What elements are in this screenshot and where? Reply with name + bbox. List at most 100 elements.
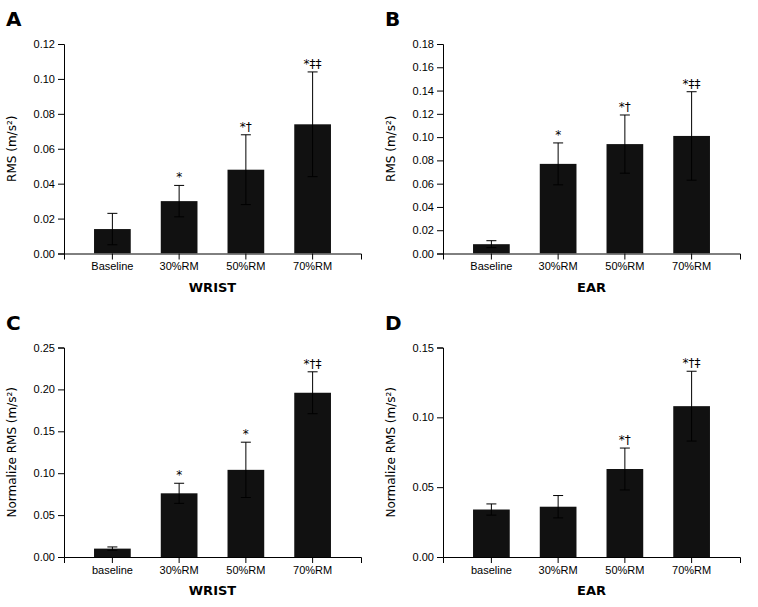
- y-tick: 0.10: [413, 131, 443, 143]
- annotation: *†‡: [683, 356, 701, 370]
- annotation: *: [243, 427, 249, 441]
- tick-mark: [437, 487, 443, 488]
- tick-mark: [245, 557, 246, 563]
- x-axis: baseline30%RM50%RM70%RM: [444, 557, 741, 576]
- error-bar: [241, 442, 251, 497]
- tick-label: 0.10: [413, 131, 434, 143]
- y-tick: 0.18: [413, 38, 443, 50]
- error-bar: [308, 372, 318, 414]
- error-bar: [553, 496, 563, 518]
- error-bar: [107, 547, 117, 550]
- tick-mark: [312, 557, 313, 563]
- y-axis-title: RMS (m/s²): [5, 116, 19, 182]
- tick-mark: [437, 91, 443, 92]
- tick-mark: [437, 348, 443, 349]
- y-tick: 0.12: [413, 108, 443, 120]
- axis-line: [58, 348, 65, 558]
- tick-mark: [179, 557, 180, 563]
- tick-label: 0.16: [413, 61, 434, 73]
- panel: ***†‡baseline30%RM50%RM70%RM0.000.050.10…: [5, 311, 362, 599]
- tick-label: 0.05: [413, 481, 434, 493]
- x-axis-title: EAR: [577, 583, 606, 598]
- tick-mark: [437, 254, 443, 255]
- tick-mark: [58, 431, 64, 432]
- tick-mark: [58, 254, 64, 255]
- tick-mark: [312, 254, 313, 260]
- tick-label: 70%RM: [672, 260, 711, 272]
- plot-area: [94, 72, 331, 254]
- error-bar: [308, 72, 318, 177]
- y-tick: 0.06: [34, 143, 64, 155]
- tick-label: 0.08: [34, 108, 55, 120]
- axis-line: [444, 558, 741, 564]
- axis-line: [65, 558, 362, 564]
- tick-label: 50%RM: [605, 564, 644, 576]
- y-tick: 0.14: [413, 85, 443, 97]
- y-tick: 0.04: [34, 178, 64, 190]
- x-tick: 50%RM: [226, 254, 265, 273]
- tick-label: 50%RM: [226, 564, 265, 576]
- axis-line: [58, 45, 65, 255]
- tick-label: 0.00: [34, 551, 55, 563]
- tick-mark: [58, 79, 64, 80]
- tick-label: 0.06: [34, 143, 55, 155]
- x-axis: Baseline30%RM50%RM70%RM: [444, 254, 741, 273]
- tick-label: 0.25: [34, 342, 55, 354]
- annotation: *†‡: [304, 357, 322, 371]
- error-bar: [620, 448, 630, 490]
- tick-label: 50%RM: [226, 260, 265, 272]
- y-tick: 0.16: [413, 61, 443, 73]
- tick-label: 0.08: [413, 154, 434, 166]
- y-tick: 0.25: [34, 342, 64, 354]
- tick-label: 0.10: [34, 467, 55, 479]
- axis-line: [437, 348, 444, 558]
- y-tick: 0.08: [413, 154, 443, 166]
- tick-label: 0.15: [34, 425, 55, 437]
- tick-mark: [491, 254, 492, 260]
- tick-mark: [58, 184, 64, 185]
- tick-mark: [437, 67, 443, 68]
- tick-mark: [437, 184, 443, 185]
- tick-mark: [437, 557, 443, 558]
- x-tick: 30%RM: [539, 254, 578, 273]
- panel: **†*‡‡Baseline30%RM50%RM70%RM0.000.020.0…: [384, 7, 741, 295]
- y-tick: 0.10: [413, 411, 443, 423]
- y-tick: 0.05: [34, 509, 64, 521]
- tick-label: 30%RM: [539, 260, 578, 272]
- tick-mark: [437, 137, 443, 138]
- tick-mark: [58, 114, 64, 115]
- y-axis-title: RMS (m/s²): [384, 116, 398, 182]
- x-tick: 50%RM: [226, 557, 265, 576]
- x-axis-title: WRIST: [189, 583, 237, 598]
- y-tick: 0.10: [34, 73, 64, 85]
- x-tick: 30%RM: [160, 557, 199, 576]
- tick-label: 0.12: [413, 108, 434, 120]
- axis-line: [444, 254, 741, 260]
- error-bar: [174, 185, 184, 216]
- x-tick: 70%RM: [672, 254, 711, 273]
- tick-label: 0.06: [413, 178, 434, 190]
- tick-label: Baseline: [91, 260, 133, 272]
- x-tick: 70%RM: [672, 557, 711, 576]
- annotations: ***†‡: [176, 357, 321, 482]
- tick-label: 0.10: [413, 411, 434, 423]
- y-tick: 0.12: [34, 38, 64, 50]
- x-tick: baseline: [92, 557, 133, 576]
- y-tick: 0.02: [34, 213, 64, 225]
- annotations: **†*‡‡: [555, 77, 700, 142]
- tick-mark: [437, 230, 443, 231]
- y-axis: 0.000.020.040.060.080.100.120.140.160.18: [413, 38, 444, 260]
- tick-label: 30%RM: [160, 564, 199, 576]
- panel-title: A: [6, 7, 22, 31]
- tick-mark: [58, 515, 64, 516]
- y-axis: 0.000.050.100.15: [413, 342, 444, 564]
- tick-label: baseline: [92, 564, 133, 576]
- tick-mark: [58, 348, 64, 349]
- tick-mark: [558, 254, 559, 260]
- tick-label: 0.02: [413, 224, 434, 236]
- y-tick: 0.00: [34, 248, 64, 260]
- x-tick: Baseline: [470, 254, 512, 273]
- tick-mark: [624, 254, 625, 260]
- y-tick: 0.02: [413, 224, 443, 236]
- y-tick: 0.00: [413, 248, 443, 260]
